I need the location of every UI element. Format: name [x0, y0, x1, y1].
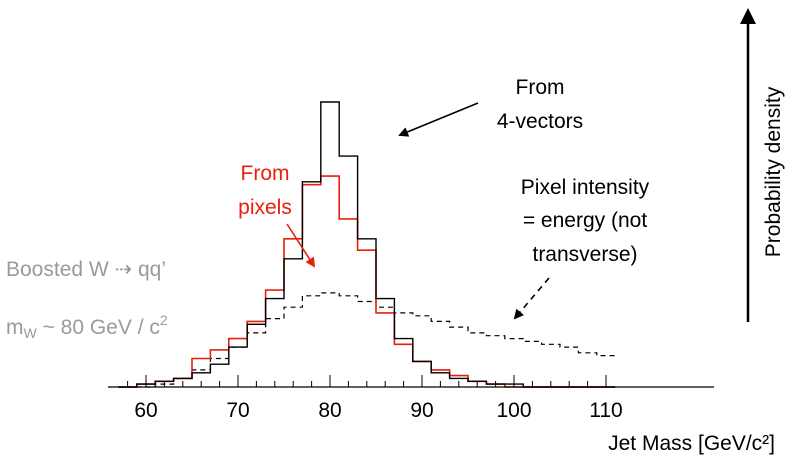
tick-label-70: 70	[226, 399, 249, 422]
annotation-pixels-line1: From	[241, 162, 290, 185]
annotation-w-mass: mW ~ 80 GeV / c2	[6, 312, 168, 341]
series-from-pixels	[118, 175, 616, 388]
annotation-pixel-intensity-line2: = energy (not	[523, 209, 647, 232]
tick-label-80: 80	[318, 399, 341, 422]
arrow-4-vectors	[398, 102, 479, 137]
annotation-pixels-line2: pixels	[238, 196, 292, 219]
arrow-pixel-intensity	[513, 277, 550, 320]
mass-prefix: m	[6, 316, 24, 339]
tick-label-100: 100	[496, 399, 531, 422]
annotation-4-vectors-line1: From	[516, 76, 565, 99]
annotation-boosted-w: Boosted W ⇢ qq’	[6, 258, 166, 281]
annotation-pixel-intensity-line3: transverse)	[532, 243, 637, 266]
mass-subscript: W	[24, 325, 38, 341]
x-axis-ticks	[127, 375, 607, 387]
series-from-4-vectors	[118, 101, 616, 388]
tick-label-60: 60	[134, 399, 157, 422]
annotation-4-vectors-line2: 4-vectors	[497, 110, 583, 133]
x-axis-label: Jet Mass [GeV/c²]	[608, 432, 775, 455]
tick-label-90: 90	[410, 399, 433, 422]
mass-suffix: ~ 80 GeV / c	[37, 316, 160, 339]
tick-label-110: 110	[589, 399, 622, 422]
arrow-pixels	[286, 223, 316, 268]
series-layer	[118, 101, 616, 388]
y-axis-label: Probability density	[762, 86, 785, 257]
mass-superscript: 2	[160, 312, 168, 328]
annotation-pixel-intensity-line1: Pixel intensity	[521, 176, 650, 199]
